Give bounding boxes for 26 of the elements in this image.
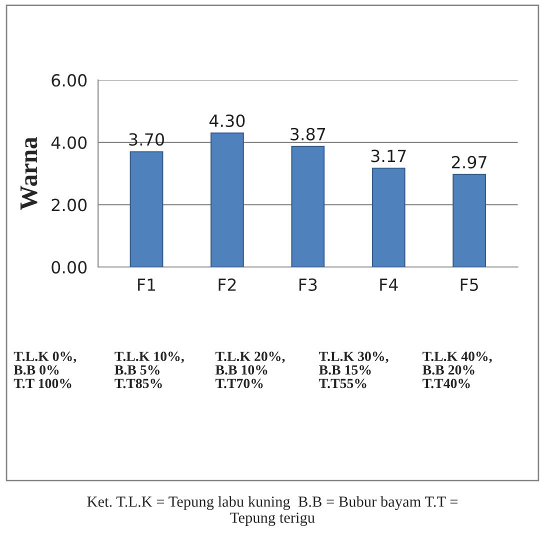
y-tick-label: 2.00 xyxy=(52,198,87,212)
data-label: 4.30 xyxy=(209,114,245,128)
y-tick-label: 0.00 xyxy=(52,260,87,274)
x-tick-label: F4 xyxy=(380,278,398,291)
bar xyxy=(291,146,325,267)
text: T.L.K 20%, B.B 10% T.T70% xyxy=(215,352,285,388)
text: T.L.K 30%, B.B 15% T.T55% xyxy=(319,352,388,388)
bar xyxy=(372,168,406,267)
x-tick-label: F3 xyxy=(299,278,317,292)
y-tick-label: 4.00 xyxy=(51,136,87,149)
data-label: 3.17 xyxy=(371,150,406,162)
text: Ket. T.L.K = Tepung labu kuning B.B = Bubur bayam T.T = Tepung terigu xyxy=(87,496,458,526)
text: T.L.K 40%, B.B 20% T.T40% xyxy=(422,352,492,388)
bar xyxy=(130,151,164,267)
bar xyxy=(452,174,486,267)
y-axis-title: Warna xyxy=(20,137,38,210)
x-tick-label: F1 xyxy=(138,278,156,291)
data-label: 3.70 xyxy=(129,133,164,146)
text: T.L.K 0%, B.B 0% T.T 100% xyxy=(14,352,76,388)
data-label: 3.87 xyxy=(290,128,326,140)
bar xyxy=(210,132,244,267)
x-tick-label: F5 xyxy=(460,278,478,292)
y-tick-label: 6.00 xyxy=(52,74,87,87)
x-tick-label: F2 xyxy=(218,278,236,291)
data-label: 2.97 xyxy=(452,156,486,168)
text: T.L.K 10%, B.B 5% T.T85% xyxy=(114,352,184,388)
